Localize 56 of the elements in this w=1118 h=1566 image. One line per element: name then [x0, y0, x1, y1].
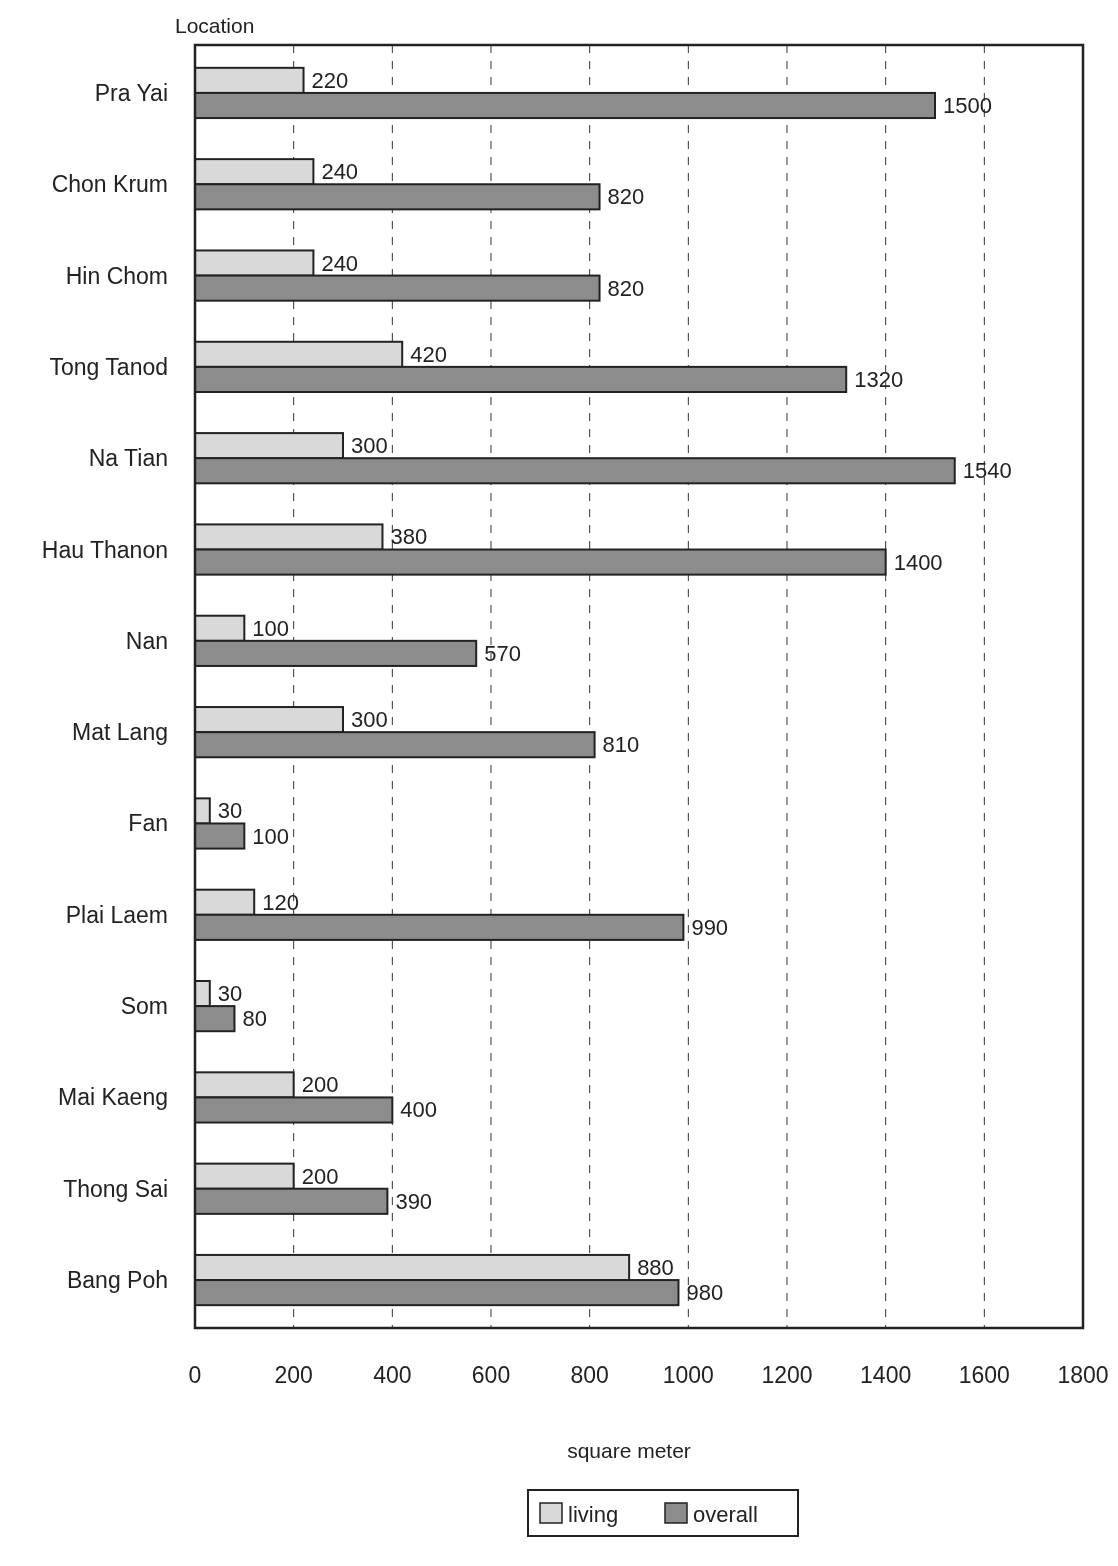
- data-label: 30: [217, 981, 243, 1007]
- x-tick-label: 600: [471, 1362, 511, 1388]
- data-label: 400: [400, 1097, 438, 1123]
- data-label: 220: [311, 67, 349, 93]
- legend-label: overall: [693, 1501, 758, 1527]
- data-label: 980: [686, 1280, 724, 1306]
- y-tick-label: Hau Thanon: [41, 536, 168, 563]
- x-tick-label: 1200: [761, 1362, 813, 1388]
- y-tick-label: Nan: [125, 627, 168, 654]
- x-tick-label: 1800: [1057, 1362, 1109, 1388]
- data-label: 200: [301, 1072, 339, 1098]
- y-tick-label: Tong Tanod: [49, 353, 168, 380]
- data-label: 300: [351, 433, 388, 459]
- data-label: 240: [321, 159, 359, 185]
- data-label: 300: [351, 707, 388, 733]
- x-tick-label: 1400: [860, 1362, 912, 1388]
- data-label: 990: [691, 914, 729, 940]
- y-tick-label: Fan: [128, 810, 168, 837]
- y-tick-label: Mat Lang: [72, 719, 168, 746]
- data-label: 1400: [893, 549, 943, 575]
- data-label: 120: [262, 889, 299, 915]
- data-label: 820: [607, 275, 645, 301]
- y-tick-label: Thong Sai: [63, 1175, 168, 1202]
- data-label: 390: [395, 1188, 433, 1214]
- data-label: 30: [217, 798, 243, 824]
- data-label: 80: [242, 1006, 267, 1032]
- data-label: 420: [410, 341, 447, 367]
- data-label: 100: [252, 823, 290, 849]
- y-tick-label: Mai Kaeng: [58, 1084, 168, 1111]
- y-tick-label: Plai Laem: [65, 901, 168, 928]
- data-label: 810: [602, 732, 640, 758]
- data-label: 1320: [854, 366, 904, 392]
- x-tick-label: 400: [373, 1362, 412, 1388]
- y-tick-label: Na Tian: [88, 445, 168, 472]
- data-label: 1500: [943, 93, 992, 118]
- data-label: 880: [637, 1255, 674, 1280]
- y-tick-label: Bang Poh: [66, 1267, 168, 1294]
- y-tick-label: Pra Yai: [94, 79, 168, 106]
- y-axis-title: Location: [175, 14, 255, 37]
- y-tick-label: Chon Krum: [51, 171, 168, 198]
- x-tick-label: 1000: [662, 1362, 714, 1388]
- legend-label: living: [568, 1501, 619, 1527]
- data-label: 380: [390, 524, 428, 550]
- x-tick-label: 1600: [958, 1362, 1010, 1388]
- data-label: 1540: [962, 458, 1012, 484]
- x-axis-title: square meter: [567, 1439, 691, 1462]
- x-tick-label: 800: [570, 1362, 609, 1388]
- data-label: 100: [252, 615, 290, 641]
- data-label: 820: [607, 184, 645, 210]
- data-label: 200: [301, 1163, 339, 1189]
- data-label: 240: [321, 250, 359, 276]
- y-tick-label: Som: [120, 993, 168, 1020]
- x-tick-label: 200: [274, 1362, 313, 1388]
- data-label: 570: [484, 640, 521, 666]
- y-tick-label: Hin Chom: [65, 262, 168, 289]
- x-tick-label: 0: [188, 1362, 202, 1388]
